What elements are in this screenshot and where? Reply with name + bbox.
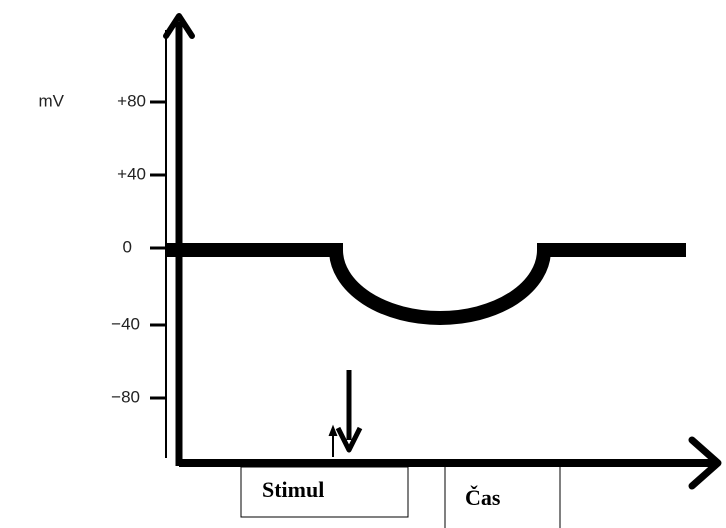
y-tick-label: +40 [117,164,146,183]
y-tick-label: +80 [117,91,146,110]
time-label: Čas [465,485,501,510]
small-arrow-head [328,424,338,437]
tick-marks [150,100,166,400]
potential-curve [166,243,686,325]
y-tick-label: −40 [111,314,140,333]
y-axis-arrow [163,13,195,39]
stimulus-arrow-head [335,426,363,453]
y-tick-label: −80 [111,387,140,406]
axis-unit: mV [39,91,65,110]
stimulus-label: Stimul [262,477,324,502]
y-tick-label: 0 [123,237,132,256]
stimulus-box [240,466,409,518]
x-axis-arrow [688,436,722,490]
